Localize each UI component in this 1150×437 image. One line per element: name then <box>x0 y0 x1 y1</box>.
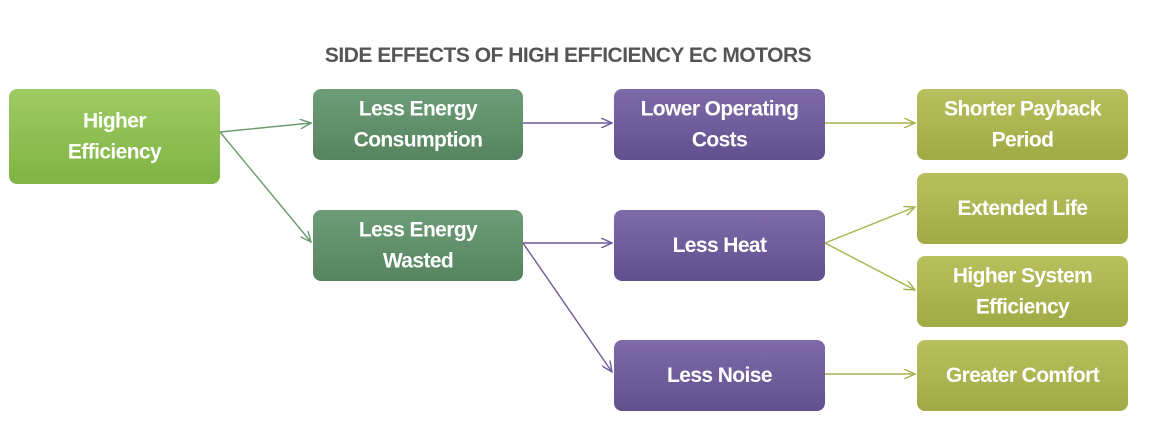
node-label: Less Heat <box>673 234 767 257</box>
node: Greater Comfort <box>917 340 1128 411</box>
arrow <box>522 242 612 372</box>
node: Higher Efficiency <box>9 89 220 184</box>
node: Less Heat <box>614 210 825 281</box>
node-label: Greater Comfort <box>946 364 1100 387</box>
node-box <box>313 210 523 281</box>
node-box <box>313 89 523 160</box>
node-label: Less Energy <box>359 98 478 121</box>
node-label: Less Noise <box>667 364 772 387</box>
node: Less Energy Consumption <box>313 89 523 160</box>
node-label: Extended Life <box>958 197 1088 220</box>
node: Higher System Efficiency <box>917 256 1128 327</box>
edges <box>219 123 915 374</box>
node-box <box>917 173 1128 244</box>
arrow <box>219 131 311 242</box>
node: Shorter Payback Period <box>917 89 1128 160</box>
node-box <box>917 89 1128 160</box>
diagram-title: SIDE EFFECTS OF HIGH EFFICIENCY EC MOTOR… <box>325 44 812 67</box>
node-label: Efficiency <box>976 296 1070 319</box>
node-label: Lower Operating <box>641 98 799 121</box>
node-label: Wasted <box>383 250 453 273</box>
node-label: Higher System <box>953 265 1092 288</box>
node-label: Less Energy <box>359 219 478 242</box>
node-label: Efficiency <box>68 141 162 164</box>
arrow <box>824 242 915 290</box>
node-label: Period <box>992 129 1054 152</box>
node-label: Consumption <box>354 129 483 152</box>
node: Less Energy Wasted <box>313 210 523 281</box>
node-box <box>614 210 825 281</box>
node-box <box>917 256 1128 327</box>
node-label: Higher <box>83 110 146 133</box>
arrow <box>219 123 311 133</box>
arrow <box>824 207 915 244</box>
node: Extended Life <box>917 173 1128 244</box>
node-label: Shorter Payback <box>944 98 1102 121</box>
node-box <box>614 89 825 160</box>
node-label: Costs <box>692 129 747 152</box>
node: Less Noise <box>614 340 825 411</box>
node-box <box>9 89 220 184</box>
node-box <box>614 340 825 411</box>
node: Lower Operating Costs <box>614 89 825 160</box>
node-box <box>917 340 1128 411</box>
